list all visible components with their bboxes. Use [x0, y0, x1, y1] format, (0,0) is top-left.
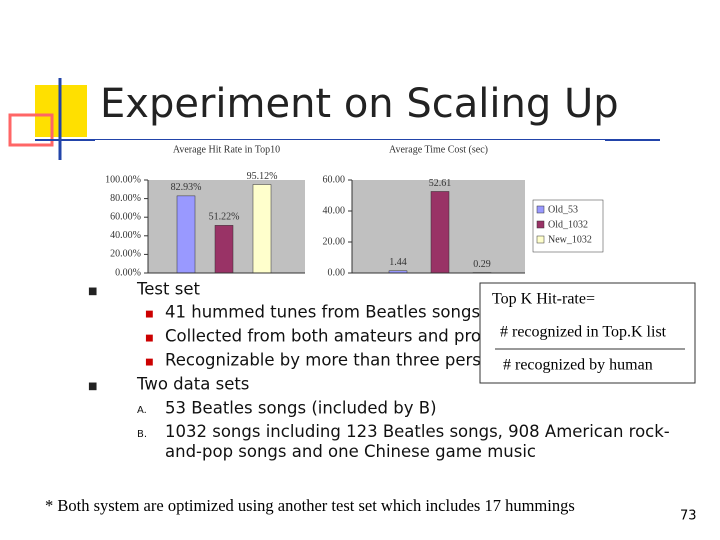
data-label: 51.22%	[209, 212, 240, 223]
page-number: 73	[680, 509, 697, 524]
legend-label: Old_1032	[548, 219, 588, 230]
y-tick-label: 20.00	[323, 236, 346, 247]
list-marker: A.	[137, 405, 147, 416]
y-tick-label: 20.00%	[110, 249, 141, 260]
bullet-text: Two data sets	[136, 375, 249, 394]
deco-square	[8, 113, 54, 147]
formula-text: # recognized in Top.K list	[500, 324, 667, 341]
bullet-text: Test set	[136, 280, 200, 299]
data-label: 52.61	[429, 178, 452, 189]
bar	[252, 184, 272, 274]
legend-swatch	[536, 205, 545, 214]
y-tick-label: 40.00	[323, 205, 346, 216]
bullet: ■	[88, 381, 97, 392]
chart-title: Average Hit Rate in Top10	[173, 144, 280, 155]
y-tick-label: 100.00%	[105, 174, 141, 185]
y-tick-label: 60.00%	[110, 211, 141, 222]
bullet: ■	[88, 286, 97, 297]
y-tick-label: 60.00	[323, 174, 346, 185]
formula-text: Top K Hit-rate=	[492, 291, 595, 308]
chart-title: Average Time Cost (sec)	[389, 144, 488, 155]
formula-box	[479, 282, 696, 384]
legend-label: Old_53	[548, 204, 578, 215]
bullet-text: 53 Beatles songs (included by B)	[165, 399, 437, 418]
legend-box	[532, 199, 604, 253]
bullet-text: Recognizable by more than three persons	[165, 351, 510, 370]
formula-text: # recognized by human	[503, 357, 653, 374]
bullet: ■	[145, 310, 154, 320]
data-label: 82.93%	[171, 182, 202, 193]
bar	[430, 191, 450, 274]
legend-swatch	[536, 220, 545, 229]
bullet: ■	[145, 358, 154, 368]
list-marker: B.	[137, 429, 147, 440]
footnote: * Both system are optimized using anothe…	[45, 496, 575, 515]
legend-swatch	[536, 235, 545, 244]
bullet-text: Collected from both amateurs and profess…	[165, 327, 563, 346]
bullet-text: 41 hummed tunes from Beatles songs	[165, 303, 480, 322]
data-label: 1.44	[389, 257, 407, 268]
bullet-text: 1032 songs including 123 Beatles songs, …	[165, 422, 670, 461]
bar	[176, 195, 196, 274]
y-tick-label: 40.00%	[110, 230, 141, 241]
data-label: 95.12%	[247, 171, 278, 182]
y-tick-label: 0.00%	[115, 267, 141, 278]
y-tick-label: 80.00%	[110, 193, 141, 204]
slide-title: Experiment on Scaling Up	[100, 81, 619, 127]
bar	[214, 225, 234, 274]
legend-label: New_1032	[548, 234, 592, 245]
y-tick-label: 0.00	[328, 267, 346, 278]
bullet: ■	[145, 334, 154, 344]
data-label: 0.29	[473, 259, 491, 270]
